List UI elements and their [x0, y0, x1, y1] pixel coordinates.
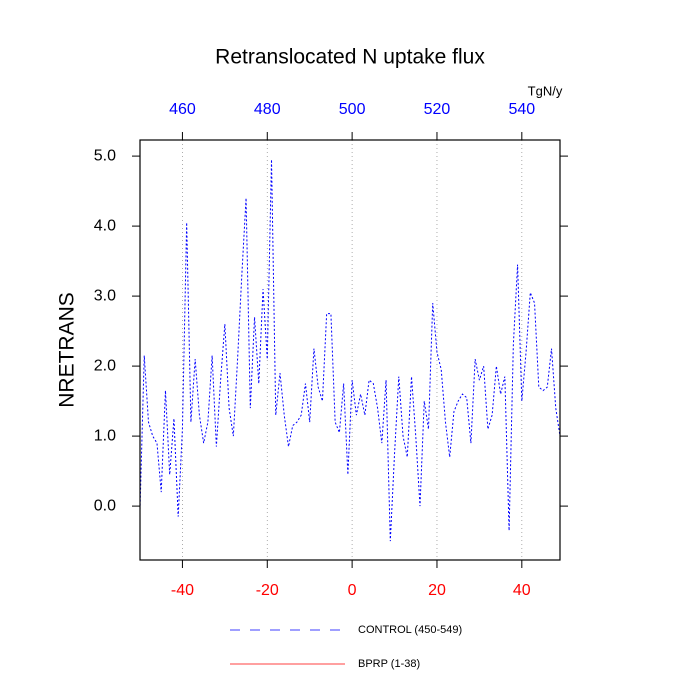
x-tick-label: -40: [171, 582, 194, 599]
x2-tick-label: 500: [339, 101, 366, 118]
x2-axis-label: TgN/y: [528, 83, 563, 98]
y-tick-label: 1.0: [94, 427, 116, 444]
chart-title: Retranslocated N uptake flux: [215, 46, 485, 69]
y-tick-label: 4.0: [94, 217, 116, 234]
y-tick-label: 0.0: [94, 497, 116, 514]
x-tick-label: 20: [428, 582, 446, 599]
y-tick-label: 3.0: [94, 287, 116, 304]
y-tick-label: 5.0: [94, 147, 116, 164]
x2-tick-label: 520: [424, 101, 451, 118]
x2-tick-label: 460: [169, 101, 196, 118]
y-axis-label: NRETRANS: [56, 292, 79, 408]
legend-label: BPRP (1-38): [358, 658, 420, 670]
y-tick-label: 2.0: [94, 357, 116, 374]
x2-tick-label: 540: [508, 101, 535, 118]
x2-tick-label: 480: [254, 101, 281, 118]
data-line: [139, 159, 561, 542]
x-tick-label: 40: [513, 582, 531, 599]
plot-frame: [139, 139, 561, 561]
x-tick-label: 0: [348, 582, 357, 599]
x-tick-label: -20: [256, 582, 279, 599]
legend-label: CONTROL (450-549): [358, 624, 462, 636]
